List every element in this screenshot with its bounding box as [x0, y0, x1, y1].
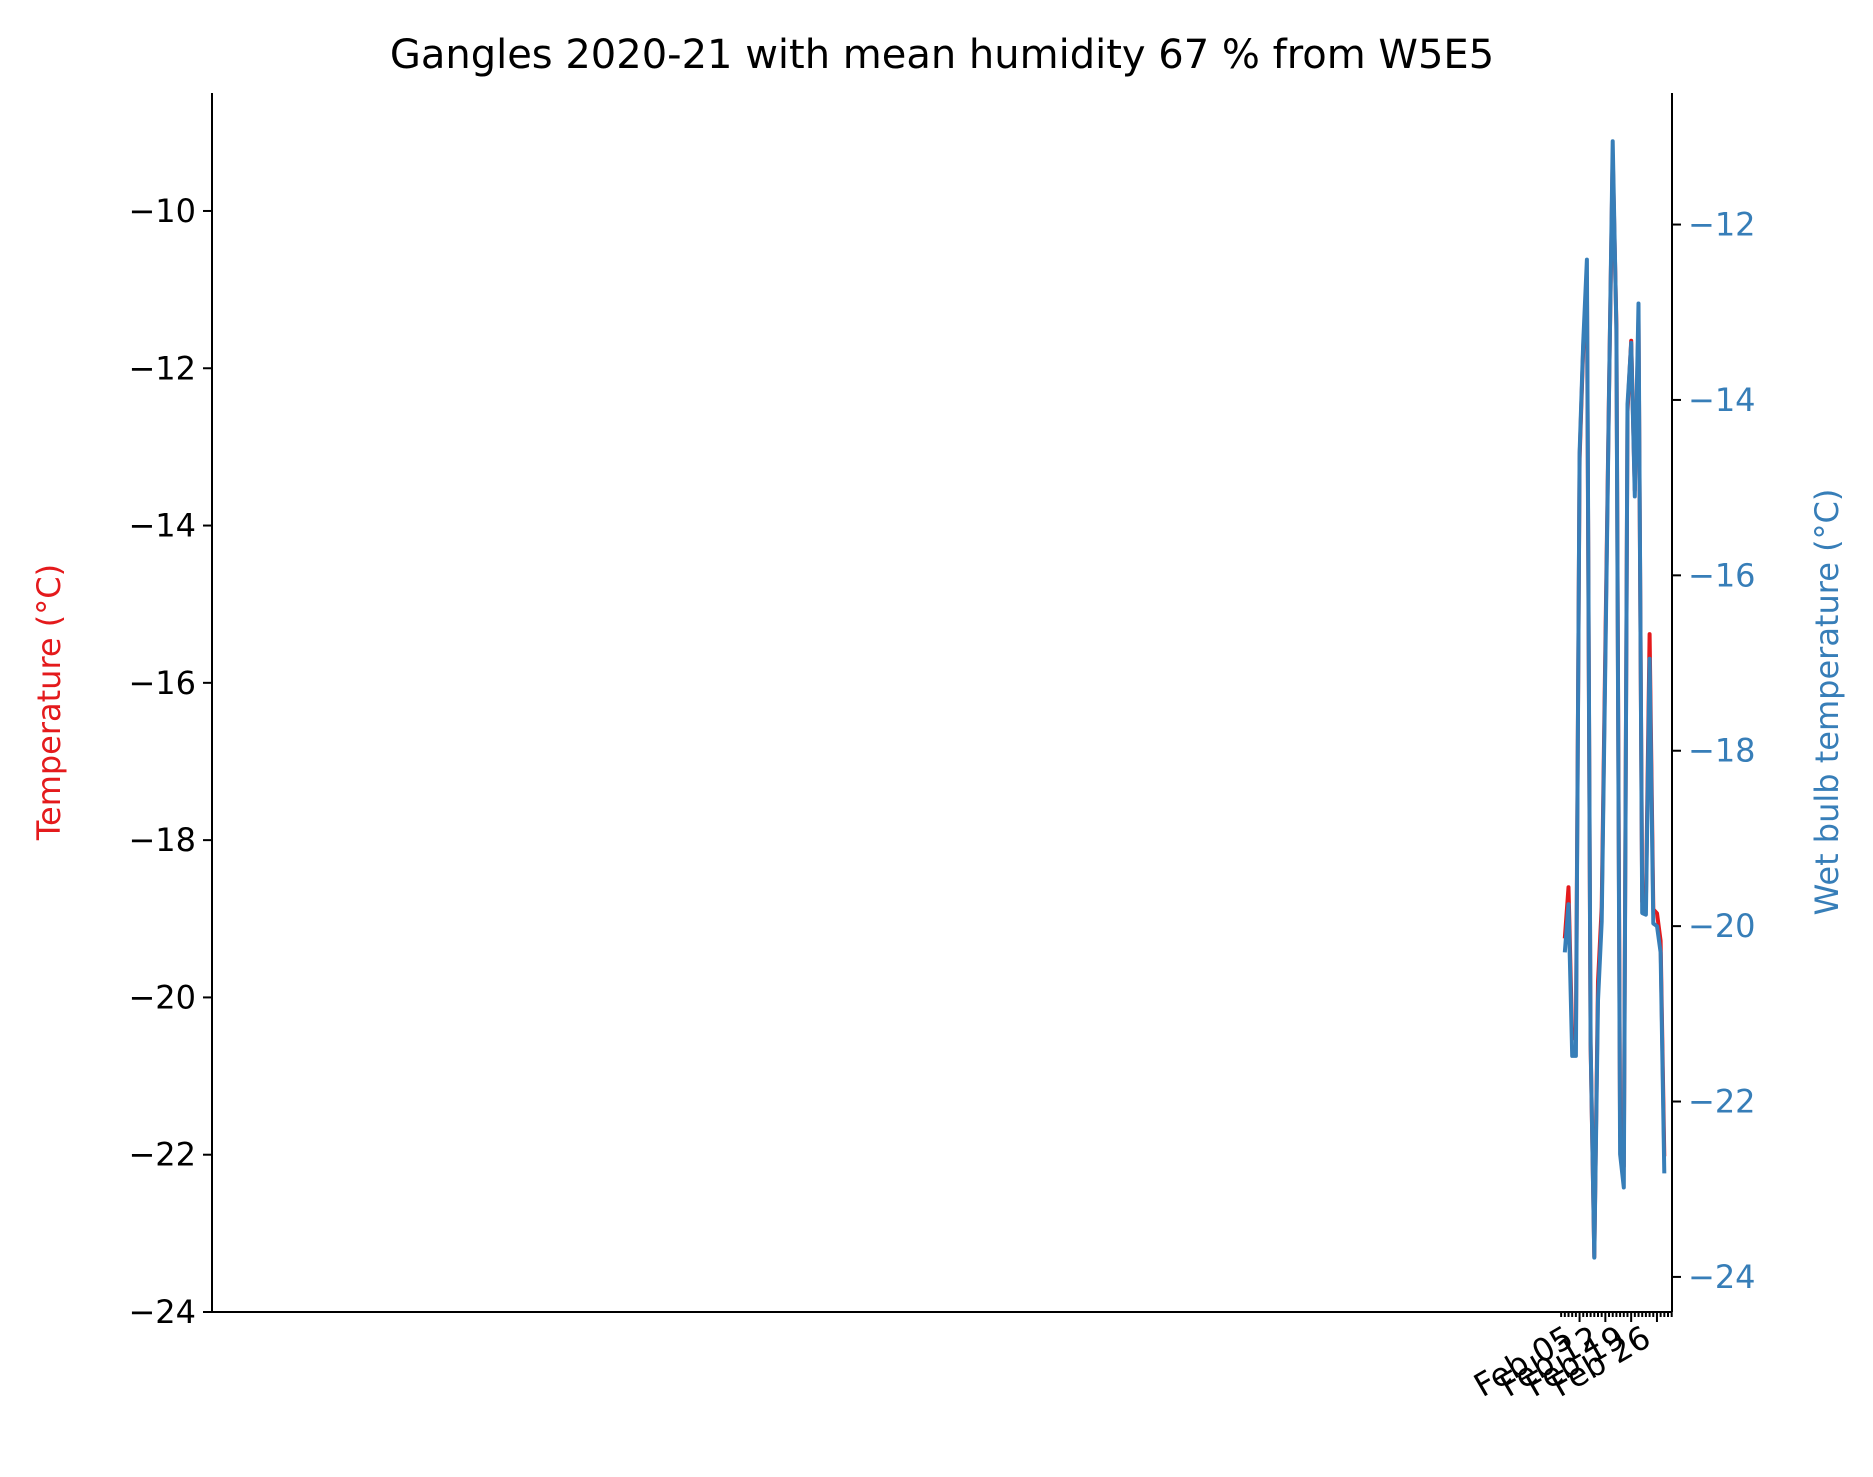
right-tick-label: −22 [1688, 1083, 1756, 1121]
left-axis-label: Temperature (°C) [30, 564, 68, 841]
right-axis-label: Wet bulb temperature (°C) [1808, 489, 1846, 916]
left-tick-label: −24 [128, 1293, 196, 1331]
left-tick-label: −16 [128, 664, 196, 702]
right-tick-label: −12 [1688, 206, 1756, 244]
series-group [1562, 139, 1667, 1260]
left-tick-label: −18 [128, 821, 196, 859]
left-tick-label: −14 [128, 507, 196, 545]
chart-title: Gangles 2020-21 with mean humidity 67 % … [390, 32, 1494, 78]
right-axis-ticks: −24 −22 −20 −18 −16 −14 −12 [1672, 206, 1756, 1296]
left-tick-label: −12 [128, 349, 196, 387]
right-tick-label: −20 [1688, 907, 1756, 945]
right-tick-label: −16 [1688, 556, 1756, 594]
right-tick-label: −24 [1688, 1258, 1756, 1296]
left-tick-label: −20 [128, 978, 196, 1016]
left-tick-label: −10 [128, 192, 196, 230]
left-tick-label: −22 [128, 1136, 196, 1174]
wet-bulb-series-line [1562, 139, 1667, 1260]
right-tick-label: −18 [1688, 732, 1756, 770]
left-axis-ticks: −24 −22 −20 −18 −16 −14 −12 −10 [128, 192, 212, 1331]
right-tick-label: −14 [1688, 381, 1756, 419]
